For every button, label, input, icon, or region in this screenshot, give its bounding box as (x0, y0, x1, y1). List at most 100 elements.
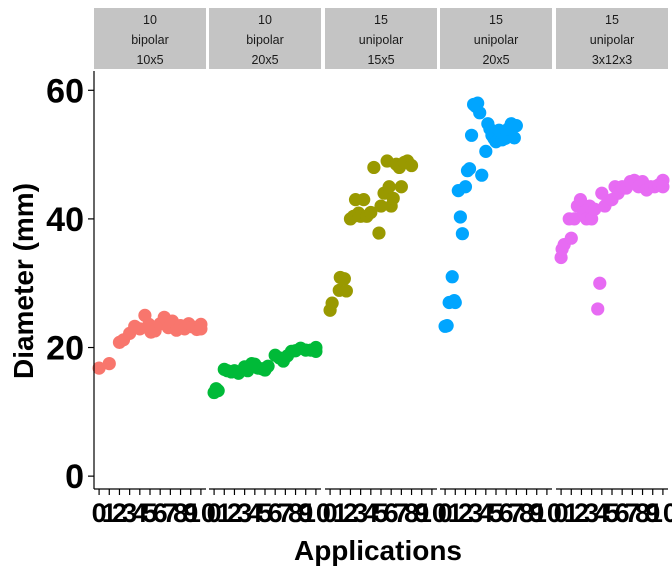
x-tick-label: 3 (122, 498, 137, 528)
x-tick-label: 8 (404, 498, 419, 528)
facet-strip-label: 15 (605, 13, 619, 27)
x-tick-label: 2 (458, 498, 473, 528)
y-axis: 0 20 40 60 (46, 71, 95, 496)
facet-panel (438, 96, 523, 333)
data-point (564, 231, 578, 245)
facet-strip-label: 10 (258, 13, 272, 27)
x-tick-label: 3 (353, 498, 368, 528)
facet-strip-label: 15 (374, 13, 388, 27)
facet-strip: 10 bipolar 10x5 (94, 8, 206, 69)
data-point (464, 128, 479, 142)
facet-panel (323, 154, 419, 317)
facet-strip-label: 15x5 (367, 53, 394, 67)
data-point (404, 158, 419, 173)
y-axis-title: Diameter (mm) (8, 183, 39, 379)
data-point (453, 210, 467, 224)
x-tick-label: 0 (438, 498, 453, 528)
x-tick-label: 10 (186, 498, 216, 528)
facet-strip-background (325, 8, 437, 69)
x-tick-label: 8 (519, 498, 534, 528)
data-point (458, 180, 473, 194)
x-tick-label: 9 (645, 498, 660, 528)
x-axis-title: Applications (294, 535, 462, 566)
facet-strip: 10 bipolar 20x5 (209, 8, 321, 69)
x-tick-label: 10 (648, 498, 672, 528)
x-tick-label: 4 (247, 498, 262, 528)
data-point (211, 384, 225, 398)
data-point (386, 191, 400, 205)
y-tick-label: 60 (46, 72, 84, 110)
x-tick-label: 1 (448, 498, 463, 528)
data-point (455, 227, 469, 241)
facet-strips: 10 bipolar 10x5 10 bipolar 20x5 15 unipolar 15x5… (94, 8, 668, 69)
y-tick-label: 0 (65, 458, 84, 496)
facet-strip: 15 unipolar 20x5 (440, 8, 552, 69)
x-tick-label: 10 (417, 498, 447, 528)
x-tick-label: 9 (298, 498, 313, 528)
x-tick-label: 3 (468, 498, 483, 528)
x-tick-label: 7 (278, 498, 293, 528)
data-point (445, 270, 459, 284)
facet-strip-label: 10 (143, 13, 157, 27)
x-tick-label: 5 (142, 498, 157, 528)
x-tick-label: 0 (207, 498, 222, 528)
data-point (364, 205, 378, 220)
facet-strip-background (94, 8, 206, 69)
y-tick-label: 40 (46, 201, 84, 239)
x-tick-label: 9 (414, 498, 429, 528)
data-point (92, 361, 106, 375)
facet-strip-background (209, 8, 321, 69)
x-tick-label: 1 (217, 498, 232, 528)
data-point (325, 296, 339, 310)
x-tick-label: 5 (373, 498, 388, 528)
x-tick-label: 2 (574, 498, 589, 528)
x-tick-label: 10 (301, 498, 331, 528)
x-tick-label: 9 (529, 498, 544, 528)
data-point (261, 359, 275, 373)
facet-strip: 15 unipolar 15x5 (325, 8, 437, 69)
data-point (337, 272, 351, 286)
x-tick-label: 8 (635, 498, 650, 528)
data-point (448, 295, 462, 310)
data-point (339, 284, 353, 298)
facet-strip-label: 10x5 (136, 53, 163, 67)
facet-strip-label: 20x5 (251, 53, 278, 67)
facet-panel (554, 173, 670, 316)
facet-strip-label: bipolar (131, 33, 169, 47)
x-tick-label: 2 (227, 498, 242, 528)
data-point (509, 119, 523, 133)
data-point (462, 162, 477, 176)
x-tick-label: 4 (478, 498, 493, 528)
x-tick-label: 6 (615, 498, 630, 528)
x-tick-label: 7 (394, 498, 409, 528)
data-point (593, 276, 607, 290)
x-tick-label: 6 (153, 498, 168, 528)
facet-strip-label: 15 (489, 13, 503, 27)
x-tick-label: 1 (102, 498, 117, 528)
x-tick-label: 3 (237, 498, 252, 528)
data-point (567, 212, 581, 226)
x-tick-label: 0 (92, 498, 107, 528)
facet-strip-label: 20x5 (482, 53, 509, 67)
facet-strip-background (440, 8, 552, 69)
x-tick-label: 0 (323, 498, 338, 528)
x-tick-label: 7 (625, 498, 640, 528)
y-tick-label: 20 (46, 330, 84, 368)
data-point (372, 226, 386, 240)
data-point (309, 344, 323, 358)
facet-strip-label: unipolar (359, 33, 403, 47)
facet-strip: 15 unipolar 3x12x3 (556, 8, 668, 69)
data-point (374, 199, 388, 213)
data-point (367, 160, 381, 175)
x-tick-label: 10 (532, 498, 562, 528)
data-point (475, 168, 489, 182)
data-point (382, 180, 396, 194)
data-point (194, 322, 208, 336)
x-tick-label: 5 (488, 498, 503, 528)
data-point (473, 106, 487, 120)
facet-strip-label: 3x12x3 (592, 53, 632, 67)
x-tick-label: 9 (183, 498, 198, 528)
x-tick-label: 4 (594, 498, 609, 528)
facet-strip-label: unipolar (474, 33, 518, 47)
